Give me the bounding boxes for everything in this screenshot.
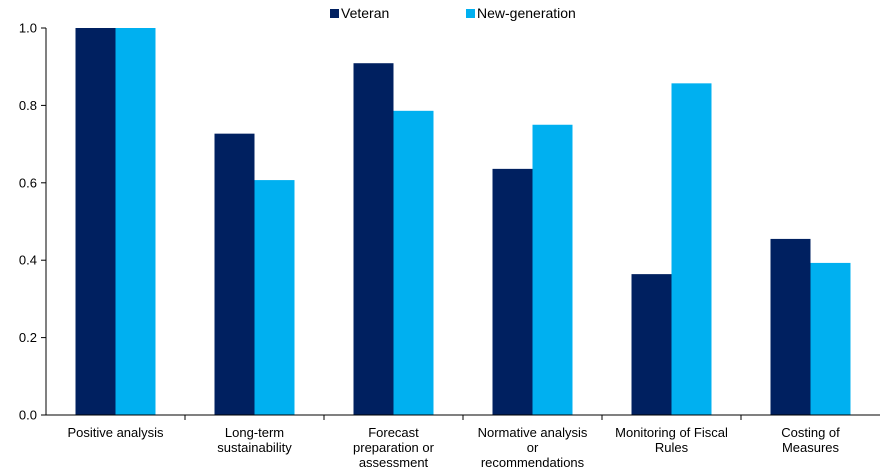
bar-veteran-1 [214,133,255,415]
bar-new-generation-4 [671,83,712,415]
bar-new-generation-5 [810,262,851,415]
bars [75,28,851,416]
bar-veteran-0 [75,28,116,415]
bar-veteran-3 [492,168,533,415]
bar-veteran-5 [770,238,811,415]
y-tick-label: 0.4 [19,253,37,268]
legend-label-1: New-generation [477,5,576,21]
bar-new-generation-1 [254,180,295,415]
x-category-label: assessment [359,455,429,470]
x-category-label: or [527,440,539,455]
y-tick-label: 0.2 [19,330,37,345]
legend-swatch-1 [466,9,475,18]
y-axis: 0.0 0.2 0.4 0.6 0.8 1.0 [19,21,47,423]
y-tick-label: 0.0 [19,408,37,423]
x-category-label: Long-term [225,425,284,440]
x-axis: Positive analysis Long-termsustainability… [46,414,880,470]
x-category-label: preparation or [353,440,435,455]
x-category-label: Monitoring of Fiscal [615,425,728,440]
x-category-label: Positive analysis [67,425,164,440]
bar-new-generation-3 [532,124,573,415]
y-tick-label: 0.8 [19,98,37,113]
x-category-label: recommendations [481,455,585,470]
bar-new-generation-2 [393,110,434,416]
x-category-label: Forecast [368,425,419,440]
legend-label-0: Veteran [341,5,389,21]
x-category-label: sustainability [217,440,292,455]
y-tick-label: 0.6 [19,175,37,190]
y-tick-label: 1.0 [19,21,37,36]
bar-new-generation-0 [115,28,156,415]
x-category-label: Costing of [781,425,840,440]
x-category-label: Normative analysis [478,425,588,440]
bar-veteran-2 [353,63,394,415]
x-category-label: Measures [782,440,840,455]
bar-veteran-4 [631,274,672,415]
legend-swatch-0 [330,9,339,18]
legend: Veteran New-generation [330,5,576,21]
x-category-label: Rules [655,440,689,455]
